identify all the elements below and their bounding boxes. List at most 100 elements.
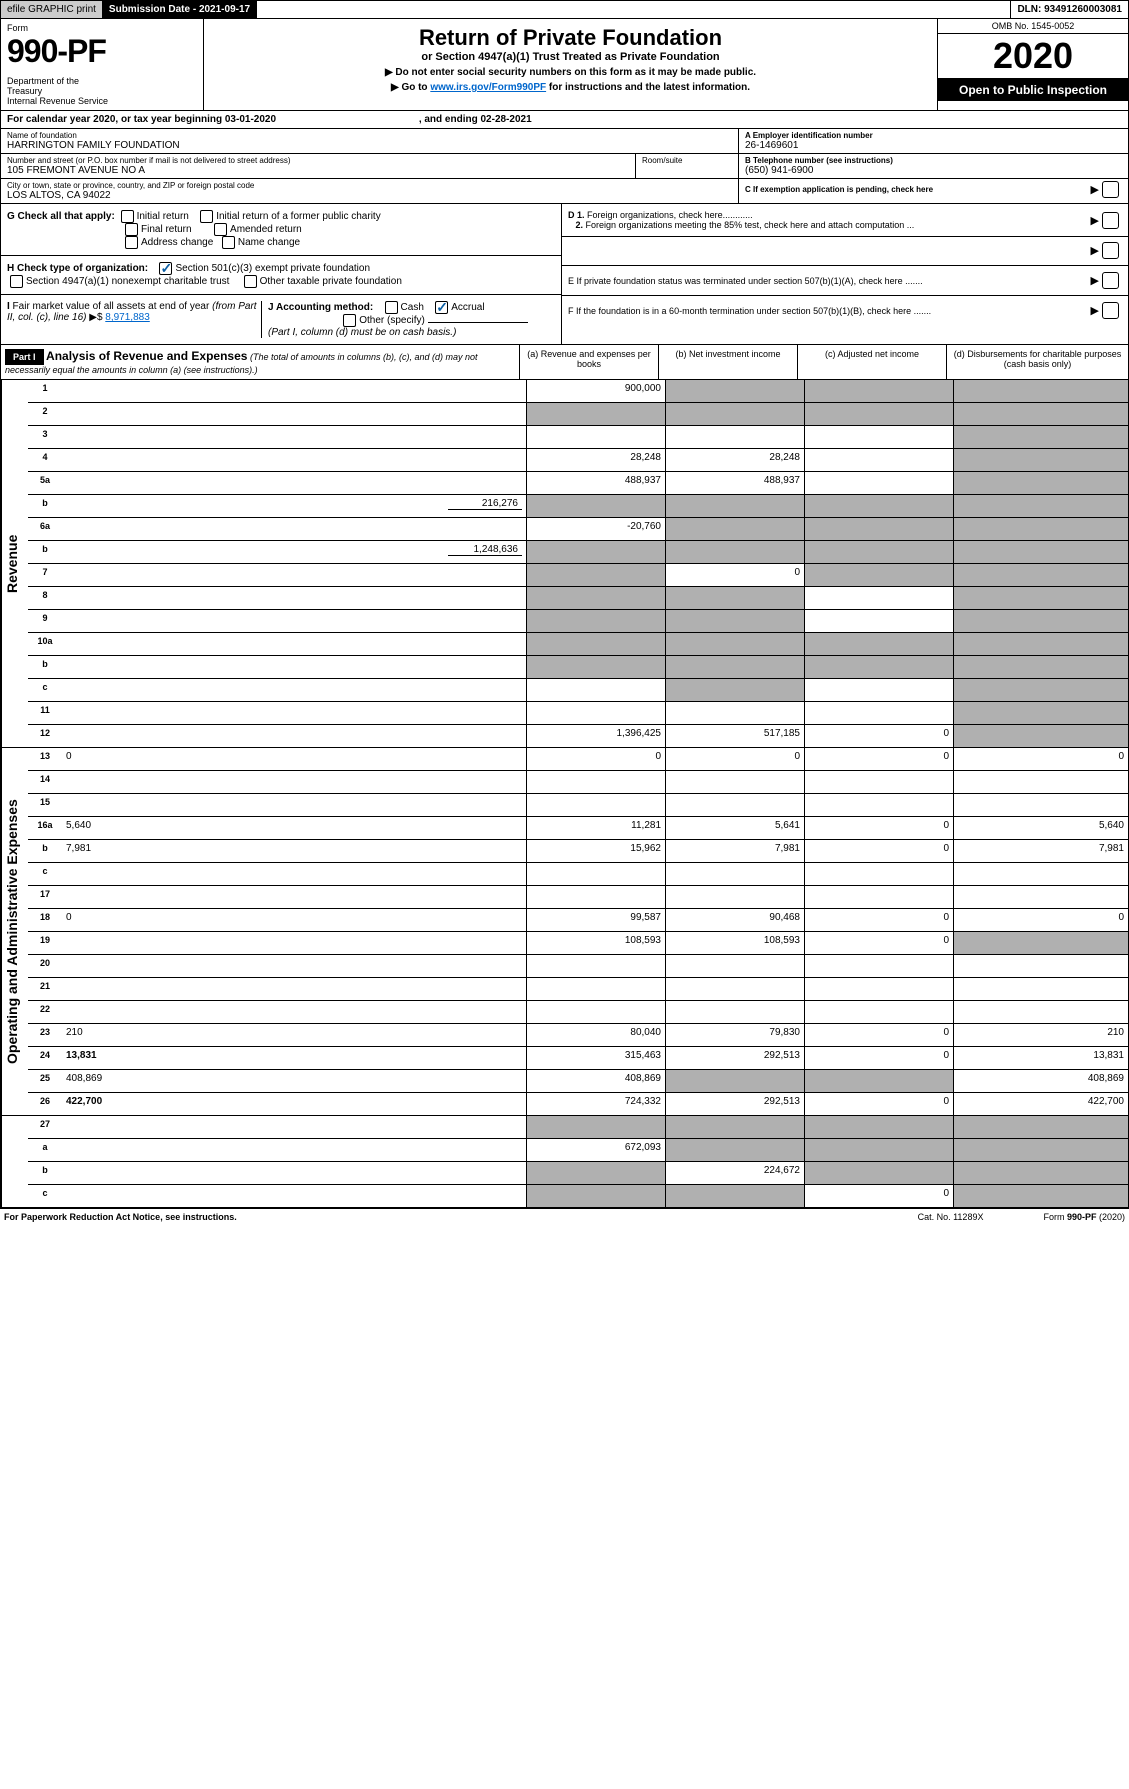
cell-d [954,495,1128,517]
row-desc [62,1162,527,1184]
cell-a [527,426,666,448]
cell-b [666,587,805,609]
fmv-link[interactable]: 8,971,883 [105,312,150,323]
cell-a [527,1162,666,1184]
initial-former-cb[interactable] [200,210,213,223]
row-number: 12 [28,725,62,747]
cash-cb[interactable] [385,301,398,314]
cell-d: 0 [954,748,1128,770]
omb-number: OMB No. 1545-0052 [938,19,1128,34]
cell-b [666,886,805,908]
cell-b [666,679,805,701]
cell-a: 488,937 [527,472,666,494]
other-method-cb[interactable] [343,314,356,327]
cell-c [805,1162,954,1184]
table-row: b1,248,636 [28,541,1128,564]
table-row: 3 [28,426,1128,449]
table-row: 2 [28,403,1128,426]
cell-b: 90,468 [666,909,805,931]
row-number: 10a [28,633,62,655]
room-suite: Room/suite [635,154,738,178]
exemption-checkbox[interactable] [1102,181,1119,198]
cell-c [805,1116,954,1138]
efile-label[interactable]: efile GRAPHIC print [1,1,103,18]
cell-d [954,955,1128,977]
table-row: 14 [28,771,1128,794]
initial-return-cb[interactable] [121,210,134,223]
cell-b [666,541,805,563]
row-desc [62,1116,527,1138]
cell-b [666,656,805,678]
cell-c: 0 [805,909,954,931]
cell-b [666,771,805,793]
row-number: a [28,1139,62,1161]
row-desc [62,978,527,1000]
row-desc: 13,831 [62,1047,527,1069]
page-footer: For Paperwork Reduction Act Notice, see … [0,1208,1129,1225]
name-change-cb[interactable] [222,236,235,249]
table-row: 18099,58790,46800 [28,909,1128,932]
cell-b [666,702,805,724]
cell-d [954,679,1128,701]
check-section: G Check all that apply: Initial return I… [0,204,1129,345]
cell-d [954,932,1128,954]
col-c-header: (c) Adjusted net income [798,345,947,379]
part1-desc: Part I Analysis of Revenue and Expenses … [1,345,520,379]
cell-a [527,1001,666,1023]
cell-b [666,1139,805,1161]
row-number: b [28,541,62,563]
row-number: 21 [28,978,62,1000]
e-cb[interactable] [1102,272,1119,289]
final-return-cb[interactable] [125,223,138,236]
row-number: 14 [28,771,62,793]
cell-b: 488,937 [666,472,805,494]
cell-c: 0 [805,748,954,770]
amended-return-cb[interactable] [214,223,227,236]
d1-cb[interactable] [1102,212,1119,229]
top-bar: efile GRAPHIC print Submission Date - 20… [0,0,1129,19]
form-title: Return of Private Foundation [210,25,931,51]
dept-label: Department of theTreasuryInternal Revenu… [7,76,197,106]
footer-left: For Paperwork Reduction Act Notice, see … [4,1212,237,1222]
cell-c [805,472,954,494]
row-number: 20 [28,955,62,977]
cell-c [805,380,954,402]
irs-link[interactable]: www.irs.gov/Form990PF [430,82,546,93]
cell-b [666,1116,805,1138]
cell-d [954,518,1128,540]
table-row: 428,24828,248 [28,449,1128,472]
part1-badge: Part I [5,349,44,365]
cell-d [954,564,1128,586]
cell-c [805,1001,954,1023]
exemption-pending-row: C If exemption application is pending, c… [739,179,1128,200]
cell-c [805,771,954,793]
row-number: 9 [28,610,62,632]
table-row: a 672,093 [28,1139,1128,1162]
d2-cb[interactable] [1102,242,1119,259]
cell-b [666,633,805,655]
revenue-table: Revenue 1900,00023428,24828,2485a488,937… [0,380,1129,748]
cell-a [527,564,666,586]
cell-d [954,1116,1128,1138]
cell-b [666,380,805,402]
cell-b [666,610,805,632]
f-cb[interactable] [1102,302,1119,319]
row-desc: 0 [62,909,527,931]
accrual-cb[interactable] [435,301,448,314]
other-taxable-cb[interactable] [244,275,257,288]
address-change-cb[interactable] [125,236,138,249]
cell-d [954,380,1128,402]
cell-a: 672,093 [527,1139,666,1161]
cell-b: 28,248 [666,449,805,471]
501c3-cb[interactable] [159,262,172,275]
cell-c: 0 [805,725,954,747]
4947a1-cb[interactable] [10,275,23,288]
cell-a [527,863,666,885]
row-number: 23 [28,1024,62,1046]
cell-d [954,725,1128,747]
phone-row: B Telephone number (see instructions) (6… [739,154,1128,179]
cell-c [805,587,954,609]
row-desc [62,1139,527,1161]
row-number: c [28,863,62,885]
cell-a [527,633,666,655]
